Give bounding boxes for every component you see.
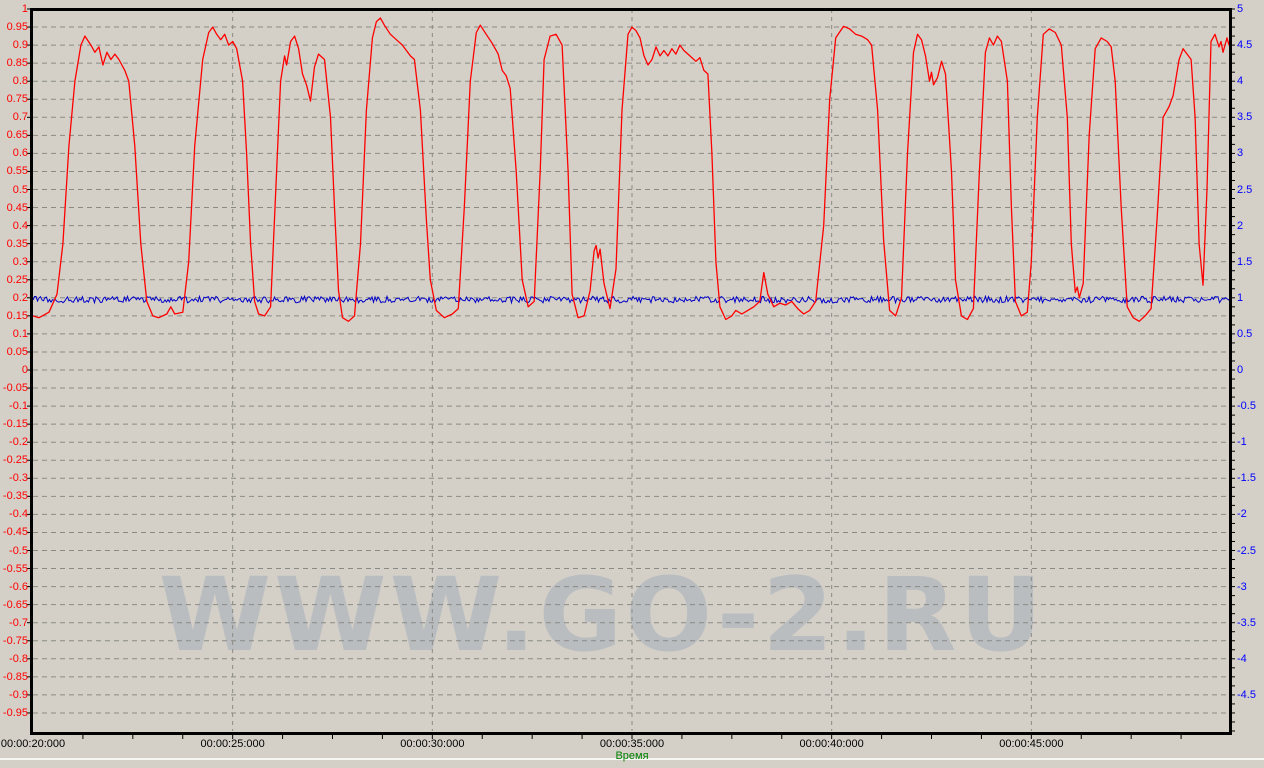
left-axis-tick-label: 0.45 (6, 201, 28, 214)
left-axis-tick-label: 0.85 (6, 57, 28, 70)
left-axis-tick-label: 0.35 (6, 237, 28, 250)
right-axis-tick-label: -2.5 (1237, 544, 1256, 557)
left-axis-tick-label: 0.75 (6, 93, 28, 106)
right-axis-tick-label: 1.5 (1237, 255, 1253, 268)
left-axis-tick-label: 0.9 (12, 39, 28, 52)
time-axis-tick-label: 00:00:45:000 (999, 738, 1064, 750)
right-axis-tick-label: 3.5 (1237, 111, 1253, 124)
left-axis-tick-label: -0.65 (2, 598, 28, 611)
left-axis-tick-label: 0.8 (12, 75, 28, 88)
right-axis-tick-label: 1 (1237, 291, 1244, 304)
left-axis-tick-label: -0.85 (2, 670, 28, 683)
blue-signal-line (32, 294, 1231, 305)
left-axis-tick-label: 0.4 (12, 219, 28, 232)
left-axis-tick-label: 0.15 (6, 309, 28, 322)
right-axis-tick-label: 2.5 (1237, 183, 1253, 196)
left-axis-tick-label: 0.5 (12, 183, 28, 196)
right-axis-tick-label: -3 (1237, 580, 1247, 593)
left-axis-tick-label: -0.55 (2, 562, 28, 575)
left-axis-tick-label: -0.7 (9, 616, 28, 629)
left-axis-tick-label: 0.1 (12, 327, 28, 340)
left-axis-tick-label: 0.2 (12, 291, 28, 304)
right-axis-tick-label: -0.5 (1237, 400, 1256, 413)
plot-border (30, 8, 1232, 735)
left-axis-tick-label: -0.45 (2, 526, 28, 539)
x-axis-title: Время (615, 750, 649, 762)
left-axis-tick-label: 0.65 (6, 129, 28, 142)
left-axis-tick-label: -0.9 (9, 688, 28, 701)
red-signal-line (32, 17, 1232, 322)
left-axis-tick-label: 0.3 (12, 255, 28, 268)
right-axis-tick-label: 0.5 (1237, 327, 1253, 340)
left-axis-tick-label: 0.05 (6, 345, 28, 358)
watermark-text: WWW.GO-2.RU (159, 556, 1046, 675)
left-axis-tick-label: -0.95 (2, 706, 28, 719)
right-axis-tick-label: 5 (1237, 3, 1244, 15)
time-axis-tick-label: 00:00:35:000 (599, 738, 665, 750)
left-axis-tick-label: -0.2 (9, 436, 28, 449)
left-axis-tick-label: 0 (21, 364, 28, 376)
right-axis-tick-label: 4.5 (1237, 39, 1253, 52)
right-axis-tick-label: 3 (1237, 147, 1244, 160)
time-axis-tick-label: 00:00:40:000 (799, 738, 864, 750)
left-axis-tick-label: -0.35 (2, 490, 28, 503)
time-axis-tick-label: 00:00:25:000 (200, 738, 265, 750)
left-axis-tick-label: -0.05 (2, 382, 28, 395)
left-axis-tick-label: -0.3 (9, 472, 28, 485)
right-axis-tick-label: -1 (1237, 436, 1247, 449)
time-axis-tick-label: 00:00:20:000 (0, 738, 66, 750)
left-axis-tick-label: -0.15 (2, 418, 28, 431)
right-axis-tick-label: -3.5 (1237, 616, 1256, 629)
right-axis-tick-label: 0 (1237, 364, 1244, 376)
left-axis-tick-label: 0.7 (12, 111, 28, 124)
left-axis-tick-label: -0.5 (9, 544, 28, 557)
left-axis-tick-label: -0.1 (9, 400, 28, 413)
right-axis-tick-label: -4.5 (1237, 688, 1256, 701)
right-axis-tick-label: -2 (1237, 508, 1247, 521)
time-axis-tick-label: 00:00:30:000 (400, 738, 465, 750)
left-axis-tick-label: -0.8 (9, 652, 28, 665)
right-axis-tick-label: 4 (1237, 75, 1244, 88)
left-axis-tick-label: -0.25 (2, 454, 28, 467)
left-axis-tick-label: -0.75 (2, 634, 28, 647)
left-axis-tick-label: -0.4 (9, 508, 28, 521)
left-axis-tick-label: 0.6 (12, 147, 28, 160)
right-axis-tick-label: 2 (1237, 219, 1244, 232)
left-axis-tick-label: 0.95 (6, 21, 28, 34)
left-axis-tick-label: 1 (21, 3, 28, 15)
left-axis-tick-label: -0.6 (9, 580, 28, 593)
right-axis-tick-label: -4 (1237, 652, 1247, 665)
left-axis-tick-label: 0.55 (6, 165, 28, 178)
right-axis-tick-label: -1.5 (1237, 472, 1256, 485)
left-axis-tick-label: 0.25 (6, 273, 28, 286)
status-separator (0, 758, 1264, 760)
